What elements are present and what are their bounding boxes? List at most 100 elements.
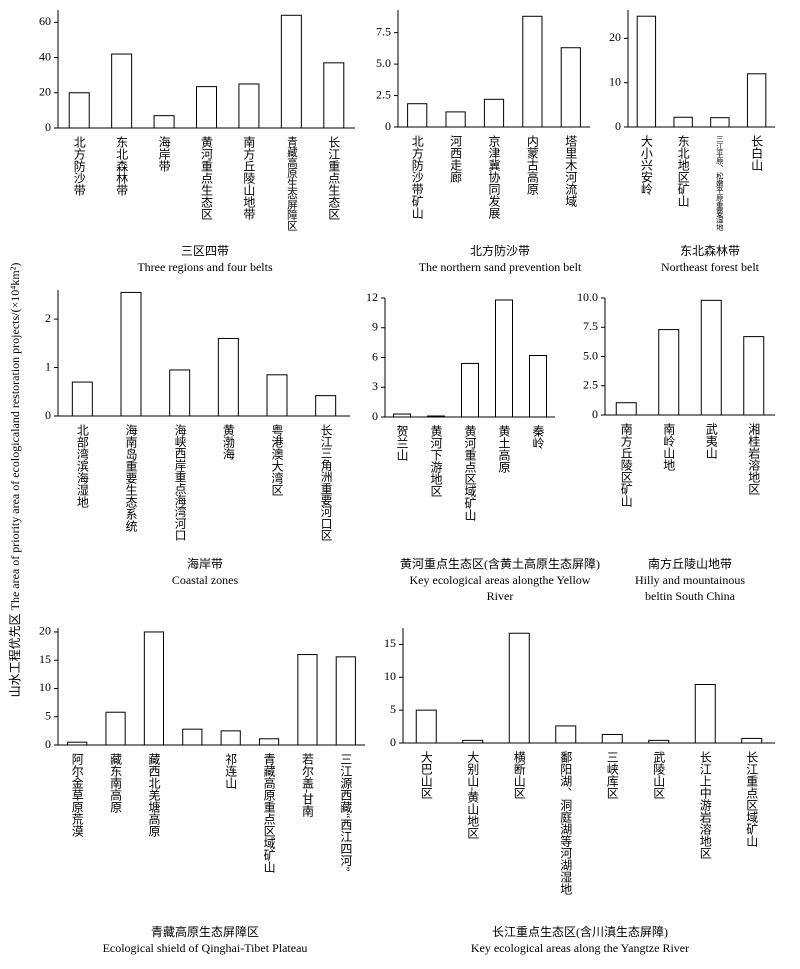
panel-title: 南方丘陵山地带 bbox=[647, 557, 732, 571]
bar bbox=[238, 83, 260, 129]
y-tick-label: 5 bbox=[45, 708, 51, 722]
x-tick-label: 贺兰山 bbox=[395, 425, 409, 461]
x-tick-label: 北方防沙带 bbox=[72, 136, 86, 196]
panel-title: 黄河重点生态区(含黄土高原生态屏障) bbox=[400, 557, 600, 571]
panel-subtitle: Northeast forest belt bbox=[661, 260, 759, 274]
y-tick-label: 2.5 bbox=[583, 378, 598, 392]
panel-subtitle: Ecological shield of Qinghai-Tibet Plate… bbox=[102, 941, 308, 955]
bar bbox=[415, 709, 437, 744]
y-tick-label: 10.0 bbox=[577, 290, 598, 304]
y-tick-label: 0 bbox=[45, 408, 51, 422]
bar bbox=[297, 654, 318, 746]
panel-subtitle: Key ecological areas along the Yangtze R… bbox=[470, 941, 690, 955]
x-tick-label: 塔里木河流域 bbox=[564, 135, 578, 207]
bar bbox=[67, 741, 88, 746]
x-tick-label: 黄渤海 bbox=[221, 424, 235, 460]
bar bbox=[196, 86, 217, 129]
bar bbox=[407, 103, 428, 128]
panel-title: 北方防沙带 bbox=[469, 244, 530, 258]
y-tick-label: 5 bbox=[390, 702, 396, 716]
y-tick-label: 6 bbox=[372, 349, 378, 363]
bar bbox=[636, 15, 657, 128]
x-tick-label: 武夷山 bbox=[704, 423, 718, 459]
panel-title: 青藏高原生态屏障区 bbox=[150, 925, 259, 939]
bar bbox=[315, 395, 337, 417]
x-tick-label: 海峡西岸重点海湾河口 bbox=[173, 423, 186, 541]
x-tick-label: 若尔盖-甘南 bbox=[300, 753, 314, 817]
x-tick-label: 长江上中游岩溶地区 bbox=[698, 751, 712, 859]
x-tick-label: 内蒙古高原 bbox=[525, 135, 539, 195]
y-tick-label: 15 bbox=[384, 636, 396, 650]
bar bbox=[529, 355, 547, 418]
bar bbox=[615, 402, 637, 416]
panel-title: 海岸带 bbox=[186, 557, 223, 571]
y-tick-label: 10 bbox=[609, 74, 621, 88]
bar bbox=[560, 47, 581, 128]
x-tick-label: 粤港澳大湾区 bbox=[270, 423, 284, 496]
y-tick-label: 2 bbox=[45, 311, 51, 325]
bar bbox=[169, 369, 191, 417]
y-tick-label: 0 bbox=[615, 119, 621, 133]
y-tick-label: 20 bbox=[39, 624, 51, 638]
bar bbox=[143, 631, 165, 746]
y-tick-label: 2.5 bbox=[376, 87, 391, 101]
x-tick-label: 海岸带 bbox=[157, 135, 171, 172]
bar bbox=[461, 362, 479, 418]
bar bbox=[71, 381, 93, 417]
x-tick-label: 三峡库区 bbox=[605, 751, 619, 799]
bar bbox=[700, 299, 722, 416]
bar bbox=[555, 725, 577, 744]
y-tick-label: 0 bbox=[390, 735, 396, 749]
y-tick-label: 7.5 bbox=[583, 319, 598, 333]
x-tick-label: 长白山 bbox=[750, 135, 764, 171]
y-tick-label: 60 bbox=[39, 14, 51, 28]
y-tick-label: 0 bbox=[592, 407, 598, 421]
bar bbox=[445, 111, 466, 128]
y-tick-label: 0 bbox=[372, 409, 378, 423]
panel-subtitle: Key ecological areas alongthe Yellow Riv… bbox=[409, 573, 591, 603]
x-tick-label: 黄河重点生态区 bbox=[200, 136, 214, 220]
x-tick-label: 东北森林带 bbox=[115, 136, 129, 196]
bar bbox=[68, 92, 90, 129]
y-tick-label: 7.5 bbox=[376, 24, 391, 38]
panel-title: 长江重点生态区(含川滇生态屏障) bbox=[492, 925, 668, 939]
bar bbox=[658, 329, 680, 416]
bar bbox=[462, 739, 484, 744]
y-tick-label: 0 bbox=[45, 737, 51, 751]
y-tick-label: 20 bbox=[39, 85, 51, 99]
x-tick-label: 藏西北羌塘高原 bbox=[147, 753, 161, 837]
y-tick-label: 15 bbox=[39, 652, 51, 666]
bar bbox=[217, 337, 239, 417]
bar bbox=[741, 737, 763, 744]
x-tick-label: 长江重点生态区 bbox=[327, 136, 341, 220]
x-tick-label: 大小兴安岭 bbox=[639, 135, 653, 195]
x-tick-label: 黄土高原 bbox=[497, 425, 511, 473]
bar bbox=[601, 733, 623, 744]
x-tick-label: 藏东南高原 bbox=[109, 753, 123, 813]
y-tick-label: 10 bbox=[39, 680, 51, 694]
x-tick-label: 南方丘陵山地带 bbox=[242, 135, 256, 220]
bar bbox=[280, 14, 302, 129]
panel-subtitle: Coastal zones bbox=[171, 573, 239, 587]
y-tick-label: 20 bbox=[609, 30, 621, 44]
x-tick-label: 秦岭 bbox=[531, 425, 545, 449]
bar bbox=[522, 15, 543, 128]
bar bbox=[710, 117, 730, 128]
bar bbox=[746, 73, 767, 128]
bar bbox=[427, 415, 445, 418]
y-tick-label: 0 bbox=[45, 120, 51, 134]
panel-subtitle: Three regions and four belts bbox=[137, 260, 273, 274]
y-axis-label: 山水工程优先区 The area of priority area of eco… bbox=[7, 263, 22, 698]
bar bbox=[266, 374, 288, 417]
bar bbox=[743, 336, 765, 416]
x-tick-label: 三江平原、松嫩平原重要湿地 bbox=[715, 135, 724, 231]
x-tick-label: 大巴山区 bbox=[419, 751, 433, 799]
x-tick-label: 长江三角洲重要河口区 bbox=[319, 424, 332, 541]
x-tick-label: 河西走廊 bbox=[449, 135, 463, 184]
panel-title: 三区四带 bbox=[180, 244, 229, 258]
bar bbox=[508, 632, 530, 744]
x-tick-label: 海南岛重要生态系统 bbox=[124, 423, 138, 532]
x-tick-label: 青藏高原重点区域矿山 bbox=[262, 753, 276, 873]
